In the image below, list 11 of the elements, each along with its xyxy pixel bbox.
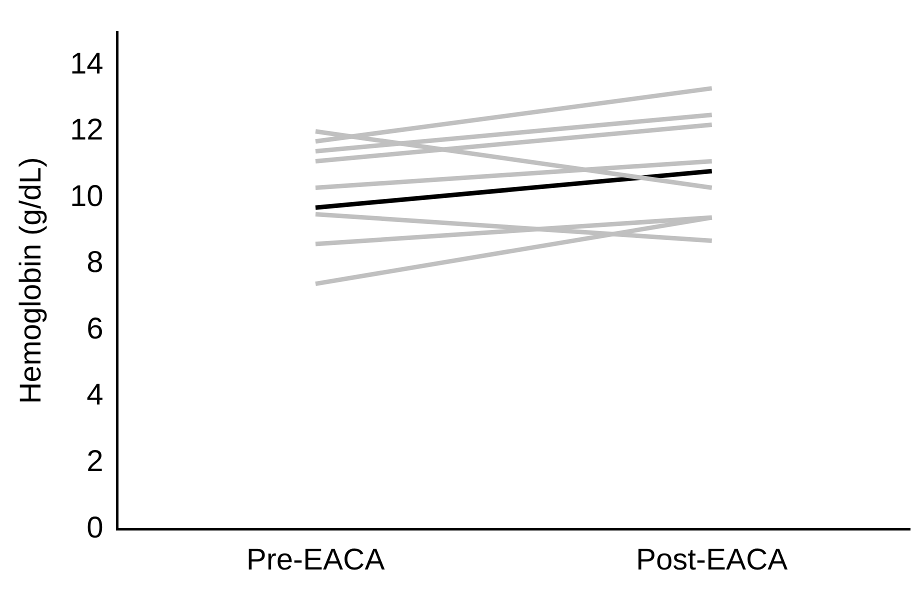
- y-tick-label: 2: [86, 445, 104, 478]
- y-tick-label: 14: [70, 47, 104, 80]
- y-tick-label: 12: [70, 114, 104, 147]
- x-tick-label: Post-EACA: [636, 543, 788, 576]
- y-tick-label: 4: [86, 378, 104, 412]
- y-tick-label: 0: [86, 511, 104, 544]
- y-axis-title: Hemoglobin (g/dL): [14, 157, 48, 404]
- y-tick-label: 10: [70, 180, 104, 213]
- y-tick-label: 6: [86, 312, 104, 346]
- x-tick-label: Pre-EACA: [246, 543, 385, 576]
- y-tick-label: 8: [86, 246, 104, 280]
